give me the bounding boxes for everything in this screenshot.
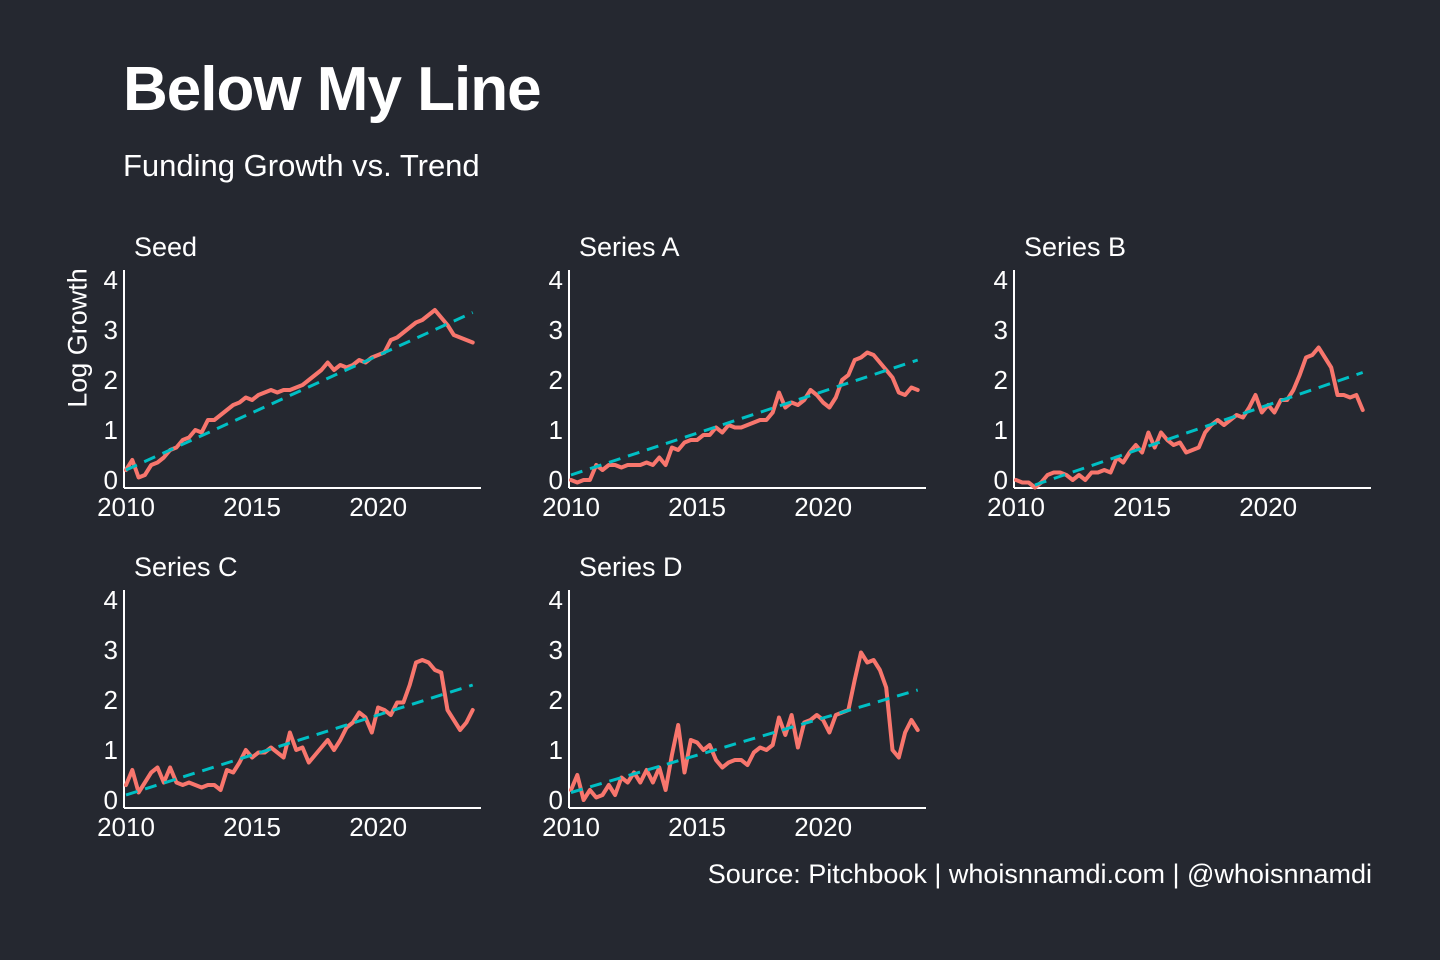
y-tick-label: 4 — [994, 265, 1008, 295]
y-tick-label: 3 — [549, 315, 563, 345]
panel-seed: Seed 0 1 2 3 4 2010 2015 2020 — [97, 232, 481, 522]
x-tick-label: 2020 — [794, 812, 852, 842]
x-tick-label: 2015 — [668, 812, 726, 842]
y-tick-label: 1 — [104, 415, 118, 445]
y-tick-label: 1 — [549, 415, 563, 445]
y-tick-label: 0 — [549, 465, 563, 495]
y-tick-label: 2 — [994, 365, 1008, 395]
source-caption: Source: Pitchbook | whoisnnamdi.com | @w… — [707, 859, 1372, 889]
chart-subtitle: Funding Growth vs. Trend — [123, 148, 480, 183]
x-tick-label: 2010 — [987, 492, 1045, 522]
panel-title-series-a: Series A — [579, 232, 680, 262]
x-tick-label: 2020 — [1239, 492, 1297, 522]
y-tick-label: 1 — [549, 735, 563, 765]
actual-line-series-b — [1014, 345, 1365, 490]
x-tick-label: 2015 — [668, 492, 726, 522]
x-tick-label: 2020 — [349, 492, 407, 522]
x-tick-label: 2020 — [794, 492, 852, 522]
y-tick-label: 3 — [549, 635, 563, 665]
trend-line-seed — [125, 311, 474, 472]
y-tick-label: 3 — [104, 315, 118, 345]
trend-line-series-a — [570, 358, 919, 477]
x-tick-label: 2010 — [97, 812, 155, 842]
y-tick-label: 2 — [104, 685, 118, 715]
y-tick-label: 0 — [104, 785, 118, 815]
trend-line-series-b — [1034, 371, 1364, 487]
actual-line-seed — [124, 308, 475, 480]
panel-series-b: Series B 0 1 2 3 4 2010 2015 2020 — [987, 232, 1371, 522]
y-tick-label: 2 — [549, 685, 563, 715]
panel-series-d: Series D 0 1 2 3 4 2010 2015 2020 — [542, 552, 926, 842]
panel-title-series-b: Series B — [1024, 232, 1126, 262]
y-tick-label: 1 — [104, 735, 118, 765]
panel-title-series-c: Series C — [134, 552, 238, 582]
x-tick-label: 2015 — [223, 492, 281, 522]
x-tick-label: 2010 — [542, 812, 600, 842]
y-tick-label: 2 — [104, 365, 118, 395]
y-tick-label: 3 — [104, 635, 118, 665]
actual-line-series-a — [569, 350, 920, 485]
y-tick-label: 4 — [549, 265, 563, 295]
x-tick-label: 2015 — [223, 812, 281, 842]
y-tick-label: 3 — [994, 315, 1008, 345]
x-tick-label: 2010 — [97, 492, 155, 522]
trend-line-series-c — [125, 683, 474, 797]
y-tick-label: 1 — [994, 415, 1008, 445]
actual-line-series-d — [569, 650, 920, 802]
trend-line-series-d — [570, 688, 919, 794]
actual-line-series-c — [124, 658, 475, 795]
y-tick-label: 4 — [104, 265, 118, 295]
panel-title-seed: Seed — [134, 232, 197, 262]
y-tick-label: 4 — [104, 585, 118, 615]
chart-title: Below My Line — [123, 55, 542, 124]
x-tick-label: 2015 — [1113, 492, 1171, 522]
panel-series-a: Series A 0 1 2 3 4 2010 2015 2020 — [542, 232, 926, 522]
panel-series-c: Series C 0 1 2 3 4 2010 2015 2020 — [97, 552, 481, 842]
y-tick-label: 4 — [549, 585, 563, 615]
y-tick-label: 0 — [994, 465, 1008, 495]
y-tick-label: 0 — [104, 465, 118, 495]
panel-title-series-d: Series D — [579, 552, 683, 582]
x-tick-label: 2010 — [542, 492, 600, 522]
y-tick-label: 0 — [549, 785, 563, 815]
x-tick-label: 2020 — [349, 812, 407, 842]
y-tick-label: 2 — [549, 365, 563, 395]
